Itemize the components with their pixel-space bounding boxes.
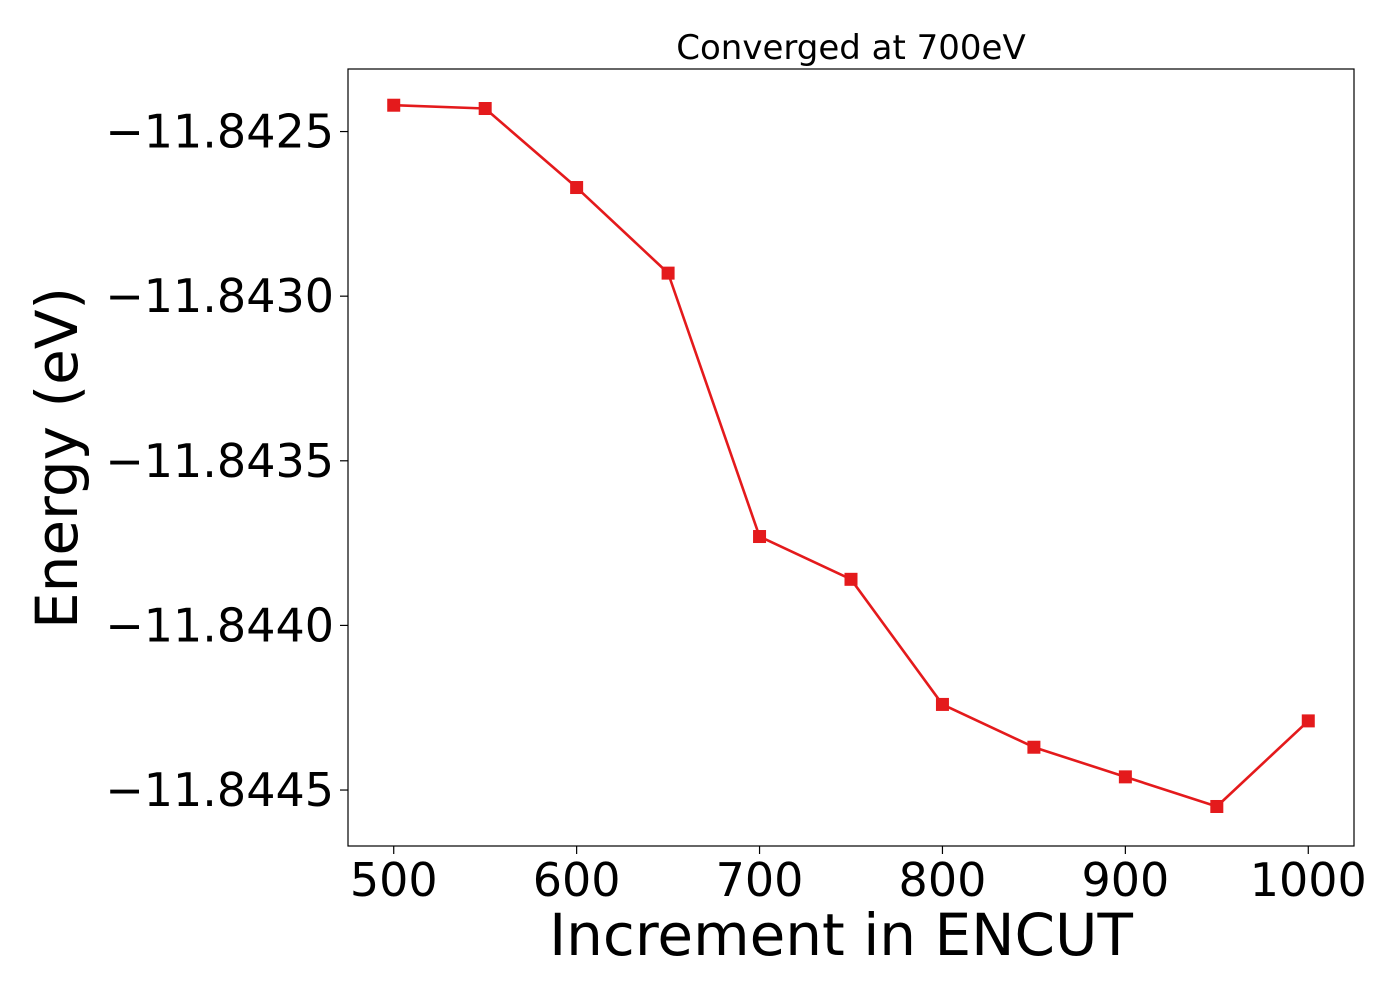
y-tick-label: −11.8430 — [105, 269, 334, 323]
data-point — [1118, 770, 1132, 784]
data-point — [1301, 714, 1315, 728]
chart-title: Converged at 700eV — [676, 28, 1025, 68]
data-point — [753, 530, 767, 544]
y-axis-label: Energy (eV) — [23, 287, 91, 629]
y-tick-label: −11.8445 — [105, 763, 334, 817]
plot-area — [348, 69, 1354, 846]
x-axis-label: Increment in ENCUT — [549, 901, 1133, 969]
data-point — [570, 181, 584, 195]
data-point — [844, 572, 858, 586]
data-point — [1027, 740, 1041, 754]
x-tick-label: 500 — [350, 853, 438, 907]
data-point — [935, 697, 949, 711]
axes-layer: 500 600 700 800 900 1000 −11.8425 −11.8430 −11.8… — [105, 105, 1367, 907]
y-tick-label: −11.8425 — [105, 105, 334, 159]
plot-frame — [347, 68, 1355, 847]
data-point — [661, 266, 675, 280]
y-tick-label: −11.8440 — [105, 598, 334, 652]
data-point — [1210, 799, 1224, 813]
y-tick-label: −11.8435 — [105, 434, 334, 488]
series-layer — [387, 98, 1315, 813]
x-tick-label: 600 — [533, 853, 621, 907]
x-tick-label: 800 — [899, 853, 987, 907]
x-tick-label: 700 — [716, 853, 804, 907]
data-point — [478, 102, 492, 116]
data-point — [387, 98, 401, 112]
x-tick-label: 1000 — [1250, 853, 1367, 907]
x-tick-label: 900 — [1081, 853, 1169, 907]
